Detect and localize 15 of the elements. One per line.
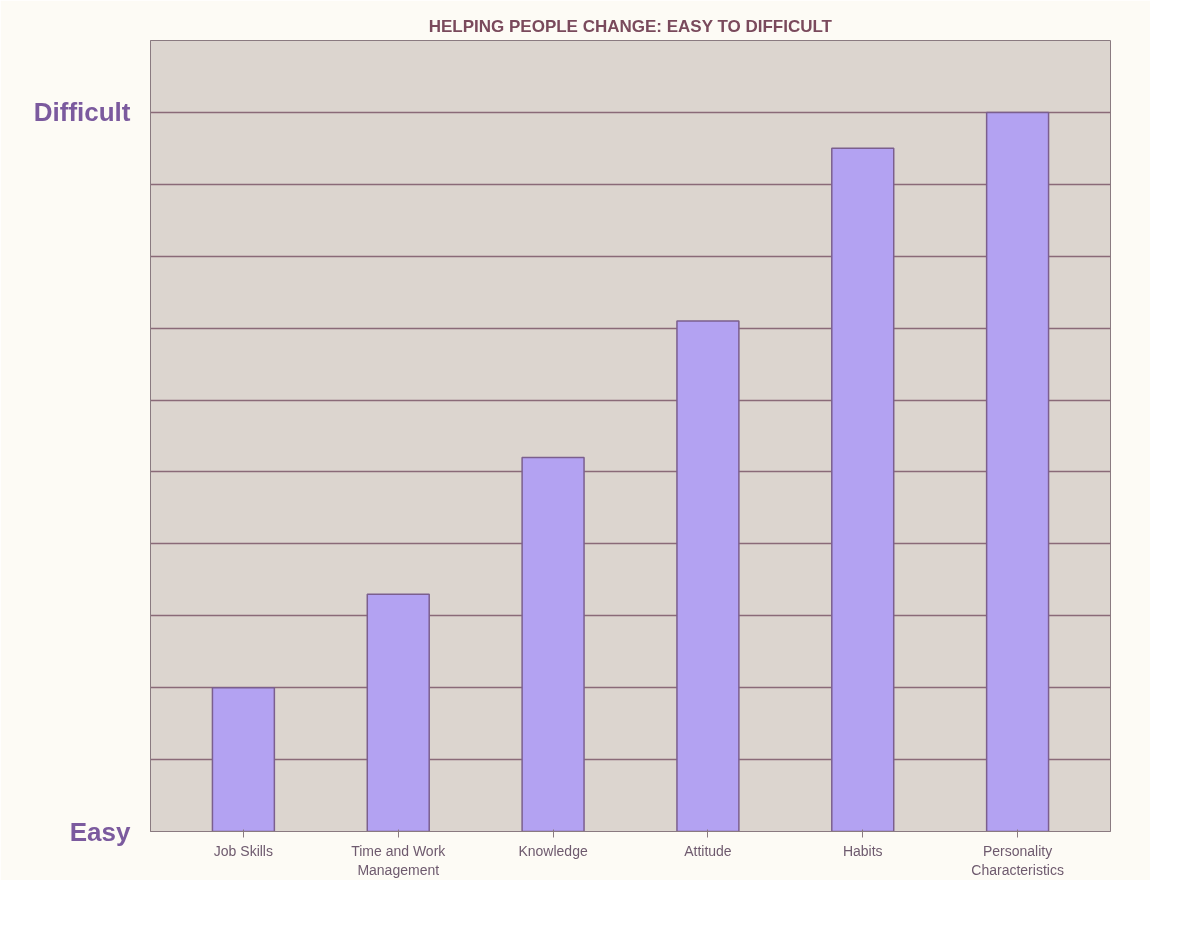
bar	[676, 320, 740, 832]
text: Easy	[69, 816, 132, 847]
x-tick-label: Habits	[842, 842, 883, 859]
x-tick-label: Job Skills	[213, 842, 273, 859]
text: Difficult	[33, 97, 131, 128]
bar	[521, 456, 585, 832]
x-tick-label: Knowledge	[518, 842, 588, 859]
x-tick-label: Time and Work Management	[351, 842, 447, 878]
x-tick-label: Attitude	[684, 842, 732, 859]
bar	[211, 686, 276, 832]
chart-title: HELPING PEOPLE CHANGE: EASY TO DIFFICULT	[428, 16, 833, 36]
bar	[366, 593, 430, 832]
x-tick-label: Personality Characteristics	[971, 842, 1064, 878]
bar	[831, 147, 895, 832]
bar	[985, 111, 1050, 832]
